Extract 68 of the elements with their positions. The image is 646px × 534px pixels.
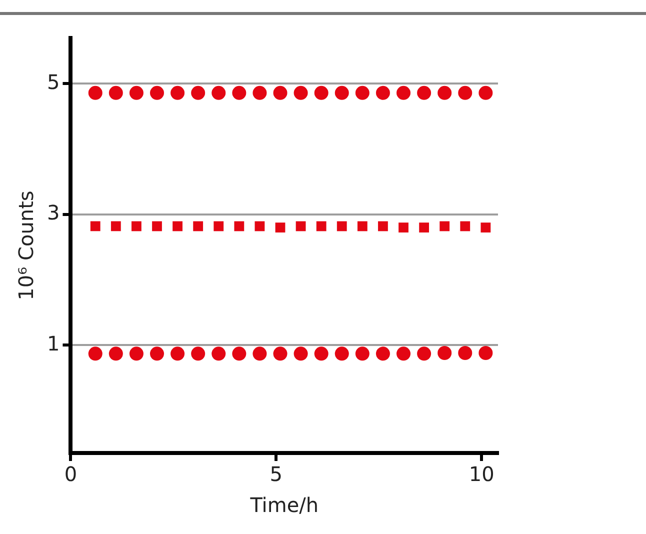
point — [252, 86, 267, 100]
point — [398, 222, 408, 232]
point — [294, 346, 308, 361]
point — [440, 221, 450, 232]
point — [108, 86, 123, 100]
x-tick-label: 5 — [270, 462, 283, 486]
point — [90, 221, 100, 232]
point — [458, 86, 472, 100]
point — [357, 221, 368, 232]
point — [376, 86, 390, 100]
point — [458, 346, 472, 360]
point — [275, 222, 286, 232]
point — [417, 346, 432, 361]
point — [193, 221, 204, 232]
point — [314, 86, 328, 100]
point — [150, 346, 164, 361]
point — [273, 86, 288, 100]
point — [438, 86, 452, 100]
point — [417, 86, 432, 100]
point — [191, 86, 206, 100]
point — [110, 221, 121, 232]
point — [460, 221, 470, 232]
y-tick-label: 1 — [46, 331, 60, 356]
point — [132, 221, 142, 232]
point — [355, 86, 370, 100]
point — [480, 222, 491, 232]
x-axis-title: Time/h — [249, 493, 319, 518]
point — [212, 346, 226, 361]
point — [88, 346, 102, 361]
point — [355, 346, 370, 361]
point — [438, 346, 452, 360]
point — [150, 86, 164, 100]
point — [232, 86, 246, 100]
point — [396, 346, 411, 361]
y-axis-title: 10⁶ Counts — [14, 190, 38, 300]
point — [172, 221, 182, 232]
point — [191, 346, 206, 361]
point — [336, 221, 347, 232]
point — [88, 86, 102, 100]
point — [419, 222, 429, 232]
point — [170, 346, 185, 361]
point — [214, 221, 224, 232]
point — [212, 86, 226, 100]
point — [234, 221, 244, 232]
point — [152, 221, 162, 232]
point — [376, 346, 390, 361]
point — [316, 221, 326, 232]
point — [170, 86, 185, 100]
point — [296, 221, 306, 232]
y-tick-label: 5 — [46, 70, 60, 94]
point — [129, 86, 144, 100]
y-tick-label: 3 — [46, 200, 60, 225]
x-tick-label: 10 — [468, 462, 494, 486]
point — [334, 86, 349, 100]
point — [252, 346, 267, 361]
point — [129, 346, 144, 361]
point — [334, 346, 349, 361]
point — [232, 346, 246, 361]
point — [478, 86, 493, 100]
point — [273, 346, 288, 361]
point — [294, 86, 308, 100]
point — [108, 346, 123, 361]
point — [314, 346, 328, 361]
point — [396, 86, 411, 100]
point — [478, 346, 493, 360]
point — [254, 221, 265, 232]
point — [378, 221, 388, 232]
x-tick-label: 0 — [64, 462, 78, 486]
